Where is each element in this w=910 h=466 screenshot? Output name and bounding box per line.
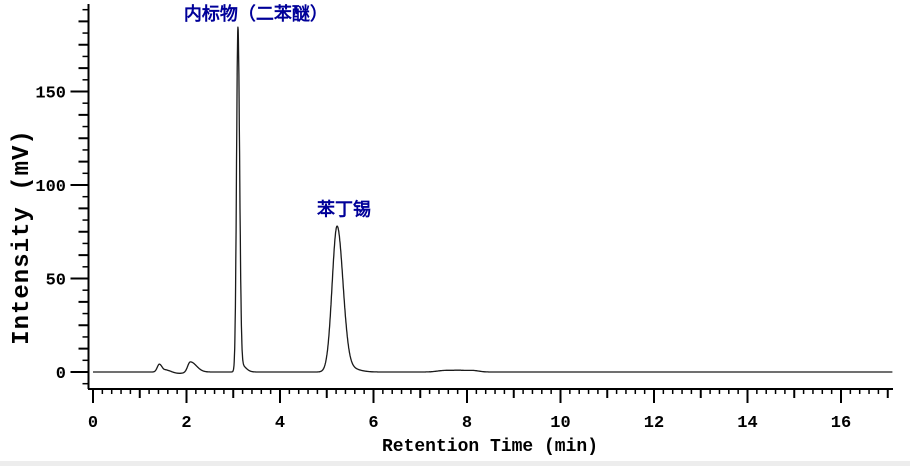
- window-edge-strip: [0, 461, 910, 466]
- x-axis-title: Retention Time (min): [382, 437, 598, 457]
- x-tick-label: 12: [644, 414, 664, 433]
- y-tick-label: 100: [35, 178, 66, 197]
- x-tick-label: 8: [462, 414, 472, 433]
- y-tick-label: 0: [56, 365, 66, 384]
- x-tick-label: 4: [275, 414, 285, 433]
- x-tick-label: 16: [831, 414, 851, 433]
- y-axis-title: Intensity (mV): [9, 129, 36, 345]
- y-tick-label: 50: [46, 272, 66, 291]
- x-tick-label: 0: [88, 414, 98, 433]
- x-tick-label: 10: [550, 414, 570, 433]
- x-tick-label: 14: [737, 414, 757, 433]
- peak-label-internal-standard: 内标物（二苯醚）: [184, 3, 328, 24]
- x-tick-label: 2: [181, 414, 191, 433]
- x-tick-label: 6: [368, 414, 378, 433]
- chromatogram-trace: [92, 26, 893, 374]
- peak-label-fenbutatin: 苯丁锡: [316, 198, 371, 219]
- y-tick-label: 150: [35, 85, 66, 104]
